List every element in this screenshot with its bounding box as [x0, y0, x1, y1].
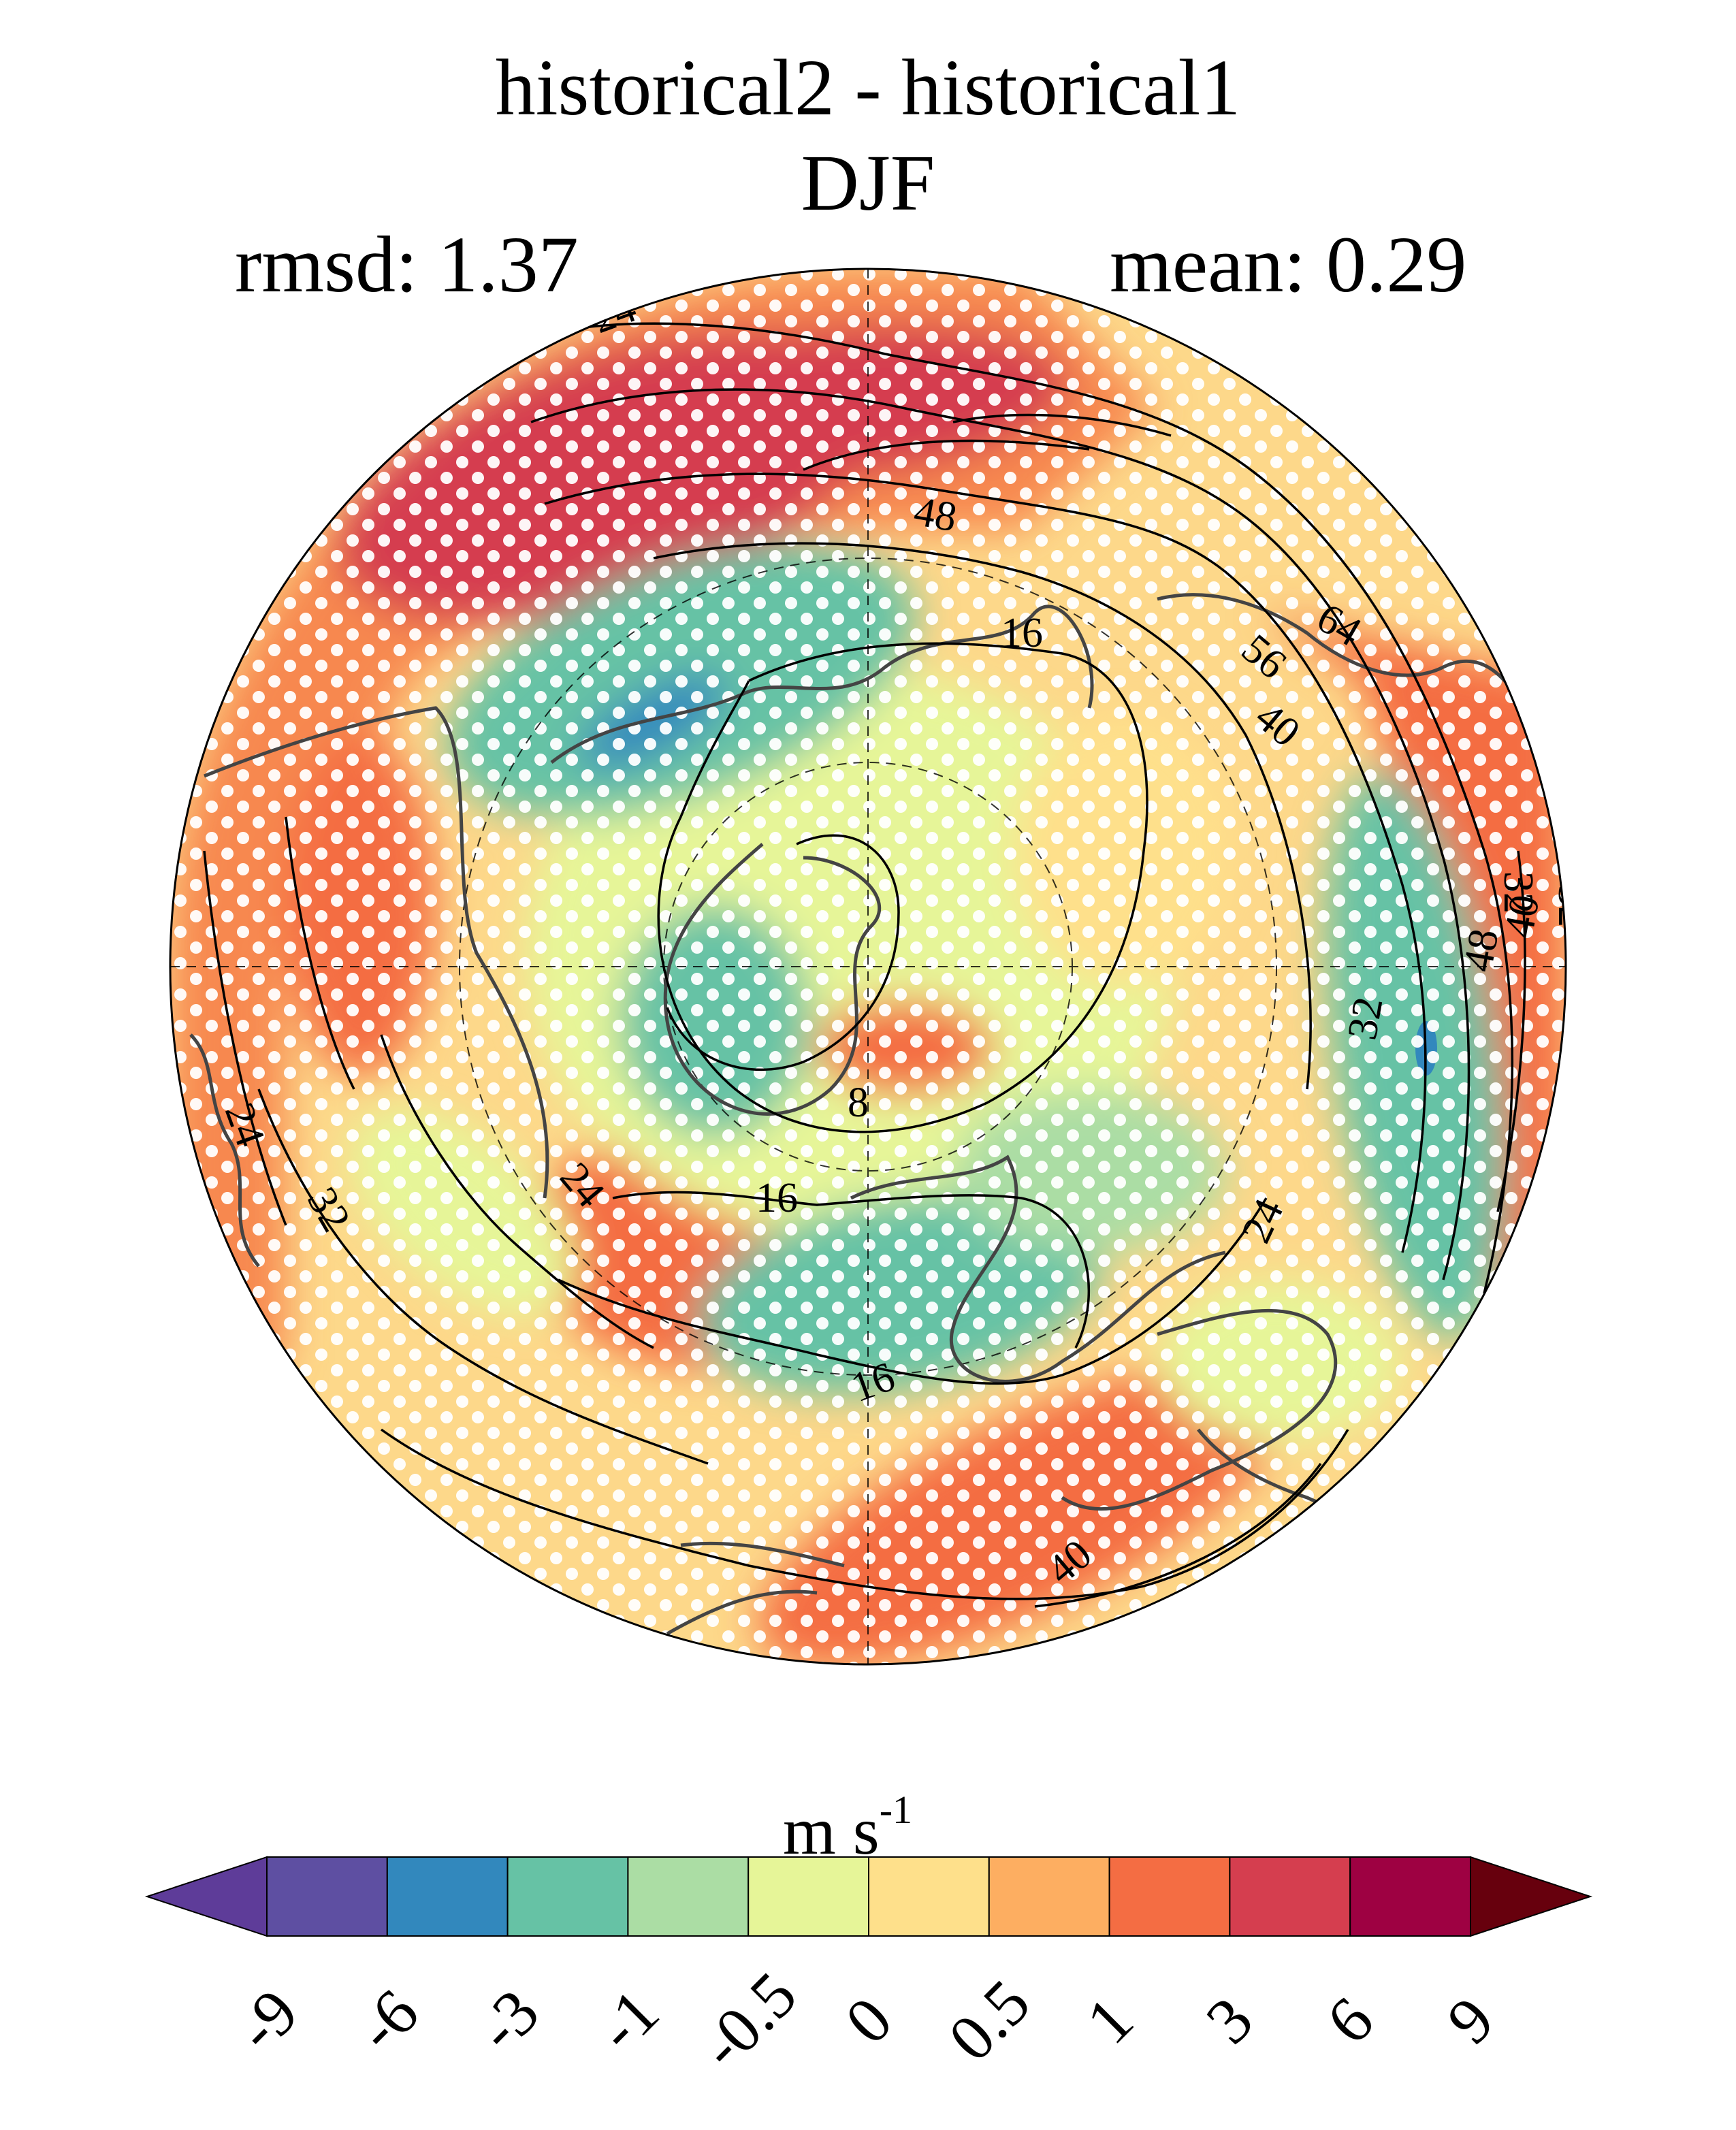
colorbar-segment [386, 1856, 509, 1937]
colorbar-units: m s-1 [783, 1788, 913, 1869]
colorbar-extend-low [144, 1856, 268, 1937]
colorbar-segment [868, 1856, 990, 1937]
contour-label: 48 [911, 488, 961, 541]
title-line2: DJF [801, 138, 935, 227]
colorbar-segment [988, 1856, 1110, 1937]
colorbar-segment [1229, 1856, 1351, 1937]
colorbar-segment [266, 1856, 388, 1937]
colorbar-extend-high [1470, 1856, 1593, 1937]
map-border [169, 268, 1567, 1666]
contour-label: 32 [1339, 994, 1392, 1044]
colorbar-segment [507, 1856, 629, 1937]
colorbar-segment [748, 1856, 869, 1937]
contour-label: 8 [848, 1080, 869, 1126]
contour-label: 16 [756, 1175, 798, 1221]
colorbar-segment [1108, 1856, 1231, 1937]
contour-label: 32 [1495, 871, 1541, 914]
contour-label: 40 [1496, 892, 1549, 941]
contour-label: 48 [1455, 926, 1508, 975]
mean-label: mean: 0.29 [1110, 220, 1467, 309]
colorbar-segment [1349, 1856, 1471, 1937]
colorbar-segment [627, 1856, 750, 1937]
contour-label: 16 [1001, 610, 1043, 656]
anomaly-field: 24 48 16 64 56 40 8 32 24 32 16 24 16 24… [170, 269, 1566, 1664]
rmsd-label: rmsd: 1.37 [235, 220, 579, 309]
title-line1: historical2 - historical1 [495, 43, 1241, 132]
